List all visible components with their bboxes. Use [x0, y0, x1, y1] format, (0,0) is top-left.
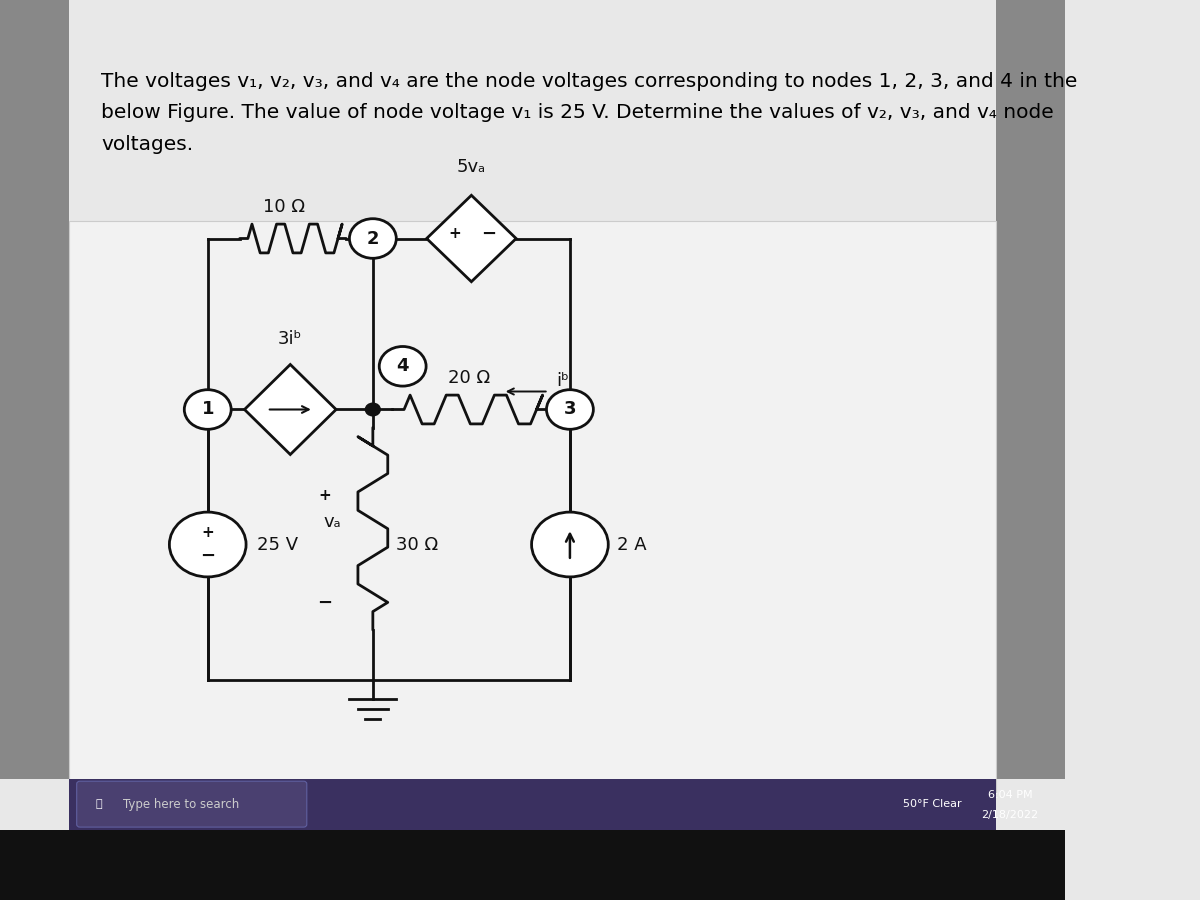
FancyBboxPatch shape: [0, 830, 1066, 900]
Text: 2 A: 2 A: [617, 536, 647, 554]
Text: 10 Ω: 10 Ω: [264, 198, 306, 216]
Text: 2: 2: [366, 230, 379, 248]
Text: +: +: [202, 526, 214, 540]
Text: vₐ: vₐ: [324, 513, 341, 531]
Text: 6:04 PM: 6:04 PM: [988, 790, 1032, 800]
FancyBboxPatch shape: [0, 830, 1066, 900]
Text: below Figure. The value of node voltage v₁ is 25 V. Determine the values of v₂, : below Figure. The value of node voltage …: [101, 104, 1054, 122]
FancyBboxPatch shape: [996, 0, 1066, 778]
Text: 🔍: 🔍: [96, 799, 102, 809]
Text: +: +: [448, 227, 461, 241]
Polygon shape: [427, 195, 516, 282]
Text: 3iᵇ: 3iᵇ: [278, 330, 302, 348]
Text: 4: 4: [396, 357, 409, 375]
Text: 50°F Clear: 50°F Clear: [902, 799, 961, 809]
Text: iᵇ: iᵇ: [556, 372, 569, 390]
Circle shape: [169, 512, 246, 577]
FancyBboxPatch shape: [77, 781, 307, 827]
Text: Type here to search: Type here to search: [122, 797, 239, 811]
Text: The voltages v₁, v₂, v₃, and v₄ are the node voltages corresponding to nodes 1, : The voltages v₁, v₂, v₃, and v₄ are the …: [101, 72, 1078, 91]
Circle shape: [365, 403, 380, 416]
FancyBboxPatch shape: [70, 220, 996, 792]
Circle shape: [349, 219, 396, 258]
Text: voltages.: voltages.: [101, 135, 193, 154]
FancyBboxPatch shape: [0, 0, 70, 778]
Text: −: −: [317, 594, 332, 612]
Text: 1: 1: [202, 400, 214, 418]
Circle shape: [546, 390, 593, 429]
FancyBboxPatch shape: [70, 778, 996, 830]
Text: 25 V: 25 V: [257, 536, 298, 554]
Text: 30 Ω: 30 Ω: [396, 536, 438, 554]
Text: 2/18/2022: 2/18/2022: [982, 810, 1038, 821]
Circle shape: [185, 390, 232, 429]
Text: −: −: [481, 225, 496, 243]
Text: −: −: [200, 547, 215, 565]
Text: +: +: [318, 488, 331, 502]
Text: 20 Ω: 20 Ω: [448, 369, 490, 387]
Text: 3: 3: [564, 400, 576, 418]
Polygon shape: [245, 364, 336, 454]
Text: 5vₐ: 5vₐ: [457, 158, 486, 176]
Circle shape: [379, 346, 426, 386]
Circle shape: [532, 512, 608, 577]
